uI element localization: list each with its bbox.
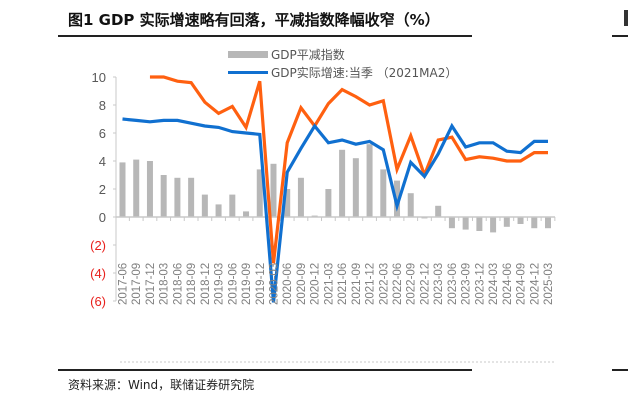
x-tick-label: 2021-12 <box>365 263 377 305</box>
bar <box>119 162 126 217</box>
x-tick-label: 2024-12 <box>529 263 541 305</box>
x-tick-label: 2019-12 <box>255 263 267 305</box>
bar <box>545 217 551 229</box>
bar <box>503 217 510 227</box>
bar <box>462 217 469 230</box>
bar <box>476 217 483 231</box>
bar <box>243 211 250 217</box>
source-note: 资料来源：Wind，联储证券研究院 <box>68 378 255 392</box>
bar <box>201 194 208 217</box>
x-tick-label: 2018-09 <box>186 263 198 305</box>
legend-label: GDP实际增速:当季 （2021MA2） <box>271 65 458 80</box>
y-tick-label: (6) <box>90 294 106 309</box>
deflator-bars <box>119 144 551 233</box>
source-rule-right <box>612 369 628 371</box>
y-tick-label: 2 <box>99 182 106 197</box>
bar <box>297 177 304 217</box>
x-tick-label: 2021-06 <box>337 263 349 305</box>
legend-item-real-growth: GDP实际增速:当季 （2021MA2） <box>228 63 457 81</box>
y-tick-label: (4) <box>90 266 106 281</box>
source-rule <box>58 369 472 371</box>
bar <box>407 193 414 217</box>
x-tick-label: 2021-09 <box>351 263 363 305</box>
x-axis-ticks: 2017-06 2017-09 2017-12 2018-03 2018-06 2018-… <box>118 263 556 305</box>
y-axis-ticks: 10 8 6 4 2 0 (2) (4) (6) <box>90 70 116 309</box>
x-tick-label: 2023-09 <box>461 263 473 305</box>
bar <box>188 177 195 217</box>
bar <box>160 175 167 217</box>
x-tick-label: 2023-06 <box>447 263 459 305</box>
x-tick-label: 2022-03 <box>378 263 390 305</box>
x-tick-label: 2023-12 <box>474 263 486 305</box>
legend: GDP平减指数 GDP实际增速:当季 （2021MA2） <box>228 45 457 81</box>
bar <box>325 189 332 217</box>
y-tick-label: 8 <box>99 98 106 113</box>
line-swatch-icon <box>228 70 268 74</box>
x-tick-label: 2024-03 <box>488 263 500 305</box>
legend-label: GDP平减指数 <box>271 47 345 62</box>
bar-swatch-icon <box>228 50 268 58</box>
x-tick-label: 2021-03 <box>323 263 335 305</box>
x-tick-label: 2024-06 <box>502 263 514 305</box>
bar <box>394 180 401 217</box>
x-tick-label: 2017-09 <box>131 263 143 305</box>
x-tick-label: 2017-06 <box>118 263 130 305</box>
bar <box>256 169 263 217</box>
x-tick-label: 2022-12 <box>419 263 431 305</box>
x-tick-label: 2025-03 <box>543 263 555 305</box>
bar <box>366 144 373 217</box>
x-tick-label: 2018-06 <box>172 263 184 305</box>
x-tick-label: 2024-09 <box>516 263 528 305</box>
y-tick-label: 0 <box>99 210 106 225</box>
title-rule-right <box>612 35 628 37</box>
x-tick-label: 2019-03 <box>214 263 226 305</box>
x-tick-label: 2023-03 <box>433 263 445 305</box>
title-rule <box>58 35 472 37</box>
x-tick-label: 2019-09 <box>241 263 253 305</box>
y-tick-label: 6 <box>99 126 106 141</box>
x-tick-label: 2020-09 <box>296 263 308 305</box>
x-tick-label: 2022-06 <box>392 263 404 305</box>
legend-item-deflator: GDP平减指数 <box>228 45 457 63</box>
x-tick-label: 2020-12 <box>310 263 322 305</box>
bar <box>339 149 346 217</box>
bar <box>174 177 181 217</box>
bar <box>517 217 524 224</box>
adjacent-figure-title-fragment <box>624 10 628 26</box>
gdp-real-growth-line <box>122 117 548 303</box>
bar <box>531 217 538 229</box>
bar <box>490 217 497 233</box>
x-tick-label: 2020-03 <box>268 263 280 305</box>
x-tick-label: 2022-09 <box>406 263 418 305</box>
bar <box>448 217 455 229</box>
y-tick-label: 10 <box>92 70 106 85</box>
bar <box>133 159 140 217</box>
x-tick-label: 2017-12 <box>145 263 157 305</box>
bar <box>284 189 291 217</box>
figure-title: 图1 GDP 实际增速略有回落，平减指数降幅收窄（%） <box>68 11 440 29</box>
x-tick-label: 2019-06 <box>227 263 239 305</box>
bar <box>229 194 236 217</box>
y-tick-label: 4 <box>99 154 106 169</box>
orange-line-series <box>149 75 548 264</box>
bar <box>352 158 359 217</box>
bar <box>380 169 387 217</box>
bar <box>146 161 153 217</box>
bar <box>435 205 442 217</box>
bar <box>270 163 277 217</box>
x-tick-label: 2018-12 <box>200 263 212 305</box>
y-tick-label: (2) <box>90 238 106 253</box>
x-tick-label: 2018-03 <box>159 263 171 305</box>
bar <box>215 204 222 217</box>
x-tick-label: 2020-06 <box>282 263 294 305</box>
